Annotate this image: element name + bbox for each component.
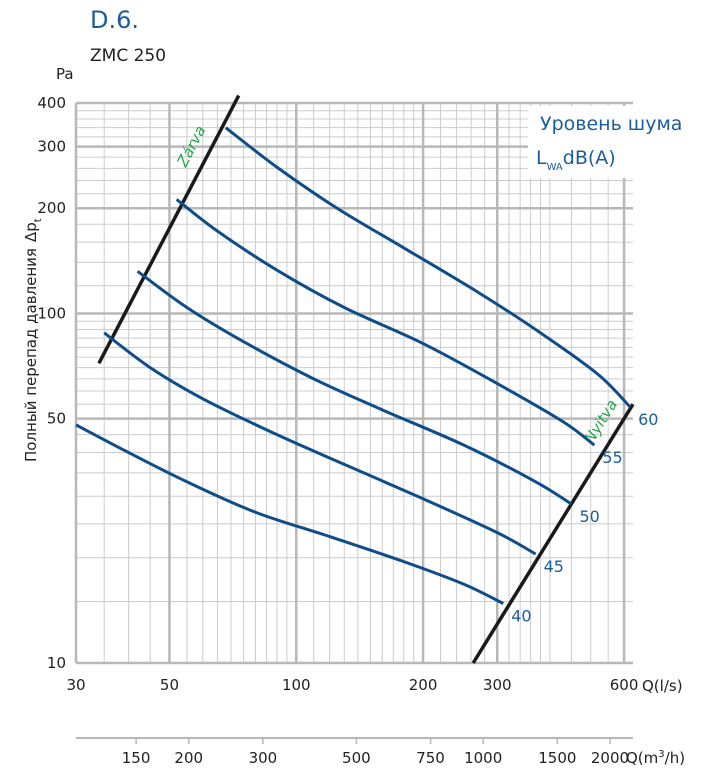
legend-unit: LWAdB(A) xyxy=(536,147,616,173)
chart-title: D.6. xyxy=(90,6,140,34)
series-lines: 40 45 50 55 60 xyxy=(75,126,658,625)
x2-tick-label: 150 xyxy=(122,749,151,767)
series-label: 55 xyxy=(602,448,622,467)
x2-tick-label: 500 xyxy=(342,749,371,767)
x2-tick-label: 300 xyxy=(249,749,278,767)
x2-tick-label: 1000 xyxy=(464,749,502,767)
series-line xyxy=(136,270,573,506)
y-tick-label: 300 xyxy=(37,138,66,156)
boundary-line xyxy=(471,403,635,664)
chart-subtitle: ZMC 250 xyxy=(90,46,167,66)
y-tick-label: 10 xyxy=(47,654,66,672)
series-line xyxy=(175,198,596,447)
series-label: 45 xyxy=(544,557,564,576)
x-tick-label: 300 xyxy=(483,676,512,694)
boundary-line xyxy=(97,94,241,365)
labels: Pa Q(l/s) Q(m3/h) Полный перепад давлени… xyxy=(22,65,711,767)
y-tick-label: 50 xyxy=(47,410,66,428)
legend-title: Уровень шума xyxy=(540,113,682,135)
y-tick-label: 200 xyxy=(37,199,66,217)
series-label: 60 xyxy=(638,410,658,429)
axes: 30 50 100 200 300 600 10 50 100 200 300 400 150 200 30… xyxy=(37,94,638,767)
x-tick-label: 100 xyxy=(282,676,311,694)
series-line xyxy=(224,126,632,409)
x2-tick-label: 2000 xyxy=(591,749,629,767)
x2-unit-label: Q(m3/h) xyxy=(626,749,685,767)
series-label: 50 xyxy=(579,507,599,526)
y-unit-label: Pa xyxy=(56,65,74,83)
x-unit-label: Q(l/s) xyxy=(642,677,683,695)
legend-backdrop xyxy=(528,106,711,178)
x2-tick-label: 200 xyxy=(174,749,203,767)
x-tick-label: 30 xyxy=(66,676,85,694)
x2-tick-label: 750 xyxy=(416,749,445,767)
x2-tick-label: 1500 xyxy=(538,749,576,767)
series-line xyxy=(75,423,504,605)
x-tick-label: 200 xyxy=(409,676,438,694)
y-tick-label: 400 xyxy=(37,94,66,112)
grid xyxy=(74,101,633,665)
series-line xyxy=(103,331,537,556)
x-tick-label: 50 xyxy=(160,676,179,694)
y-tick-label: 100 xyxy=(37,304,66,322)
series-label: 40 xyxy=(511,606,531,625)
y-axis-label: Полный перепад давленияΔpt xyxy=(22,218,44,462)
x-tick-label: 600 xyxy=(610,676,639,694)
